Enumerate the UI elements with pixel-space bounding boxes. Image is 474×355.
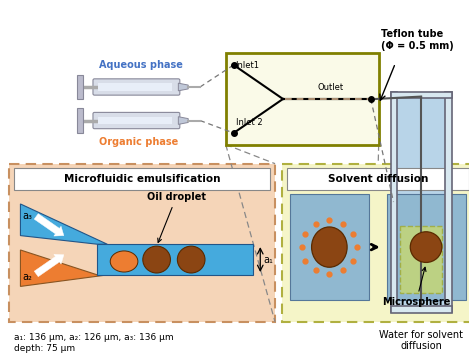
FancyBboxPatch shape <box>282 164 474 322</box>
Text: Oil droplet: Oil droplet <box>147 192 206 242</box>
Ellipse shape <box>110 251 138 272</box>
Bar <box>395 97 447 307</box>
Bar <box>391 306 452 313</box>
Text: Teflon tube
(Φ = 0.5 mm): Teflon tube (Φ = 0.5 mm) <box>381 29 454 51</box>
Bar <box>391 92 452 98</box>
Text: Inlet 2: Inlet 2 <box>236 118 262 127</box>
Bar <box>98 244 253 275</box>
Text: Aqueous phase: Aqueous phase <box>100 60 183 70</box>
Polygon shape <box>178 83 188 91</box>
Polygon shape <box>178 117 188 124</box>
Text: a₁: a₁ <box>263 255 273 264</box>
FancyBboxPatch shape <box>287 169 469 190</box>
FancyBboxPatch shape <box>77 109 82 133</box>
Text: a₂: a₂ <box>22 272 32 282</box>
FancyArrow shape <box>34 214 64 236</box>
Text: Microsphere: Microsphere <box>382 267 450 307</box>
Ellipse shape <box>311 227 347 267</box>
Circle shape <box>177 246 205 273</box>
Polygon shape <box>20 250 107 286</box>
FancyBboxPatch shape <box>14 169 270 190</box>
Text: a₃: a₃ <box>22 212 32 222</box>
FancyBboxPatch shape <box>9 164 275 322</box>
Text: Inlet1: Inlet1 <box>236 61 260 70</box>
Text: Solvent diffusion: Solvent diffusion <box>328 174 428 184</box>
Bar <box>99 117 173 124</box>
Bar <box>445 92 452 312</box>
Circle shape <box>143 246 171 273</box>
Text: Organic phase: Organic phase <box>100 137 179 147</box>
Bar <box>387 195 465 300</box>
Text: Microfluidic emulsification: Microfluidic emulsification <box>64 174 220 184</box>
FancyBboxPatch shape <box>401 226 442 293</box>
Circle shape <box>410 232 442 262</box>
Text: Outlet: Outlet <box>318 83 344 92</box>
Bar <box>99 83 173 91</box>
Bar <box>391 92 397 312</box>
Text: a₁: 136 μm, a₂: 126 μm, a₃: 136 μm
depth: 75 μm: a₁: 136 μm, a₂: 126 μm, a₃: 136 μm depth… <box>14 333 173 353</box>
FancyBboxPatch shape <box>93 79 180 95</box>
FancyBboxPatch shape <box>77 75 82 99</box>
Polygon shape <box>20 204 107 244</box>
Text: Water for solvent
diffusion: Water for solvent diffusion <box>379 329 463 351</box>
FancyArrow shape <box>34 254 64 277</box>
FancyBboxPatch shape <box>93 113 180 129</box>
FancyBboxPatch shape <box>226 54 379 144</box>
Bar <box>290 195 369 300</box>
